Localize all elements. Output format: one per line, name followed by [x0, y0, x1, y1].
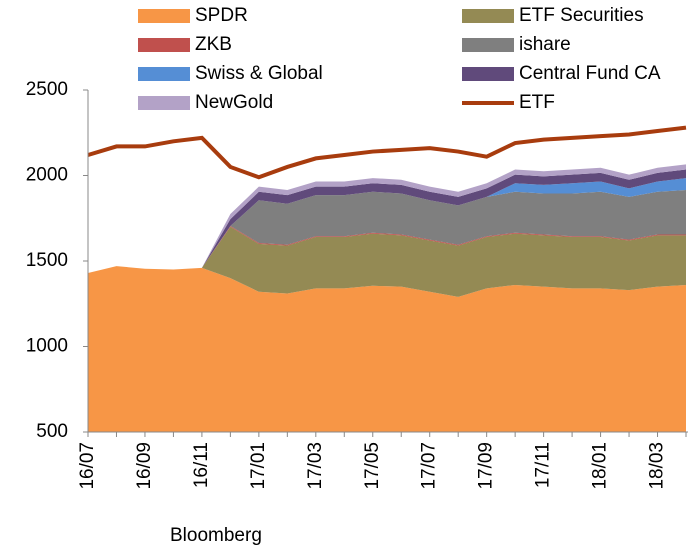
y-tick-label: 1500	[26, 250, 68, 271]
x-tick-label: 16/07	[77, 442, 98, 490]
legend-swatch	[462, 38, 514, 52]
x-tick-label: 17/05	[362, 442, 383, 490]
source: Bloomberg	[170, 525, 262, 546]
legend-swatch	[462, 67, 514, 81]
legend-label: SPDR	[195, 5, 248, 26]
y-tick-label: 2500	[26, 79, 68, 100]
x-tick-label: 17/03	[305, 442, 326, 490]
x-tick-label: 17/01	[248, 442, 269, 490]
line	[87, 125, 687, 180]
x-tick-label: 18/01	[590, 442, 611, 490]
legend-label: ETF Securities	[519, 5, 644, 26]
x-tick-label: 16/11	[191, 442, 212, 488]
legend-label: ZKB	[195, 34, 232, 55]
x-tick-label: 17/07	[419, 442, 440, 490]
y-tick-label: 1000	[26, 336, 68, 357]
legend-label: ETF	[519, 92, 555, 113]
area	[88, 266, 686, 432]
legend-label: ishare	[519, 34, 571, 55]
x-tick-label: 16/09	[134, 442, 155, 490]
legend-swatch	[138, 9, 190, 23]
x-tick-label: 17/11	[533, 442, 554, 488]
area	[88, 169, 686, 273]
legend-swatch	[138, 67, 190, 81]
area	[88, 190, 686, 273]
legend-swatch	[138, 38, 190, 52]
area	[88, 164, 686, 273]
legend-label: Central Fund CA	[519, 63, 661, 84]
legend-swatch	[462, 9, 514, 23]
legend-swatch	[138, 96, 190, 110]
area	[88, 226, 686, 297]
legend-label: NewGold	[195, 92, 273, 113]
x-tick-label: 17/09	[476, 442, 497, 490]
y-tick-label: 2000	[26, 165, 68, 186]
x-tick-label: 18/03	[647, 442, 668, 490]
y-tick-label: 500	[36, 421, 68, 442]
legend-label: Swiss & Global	[195, 63, 323, 84]
